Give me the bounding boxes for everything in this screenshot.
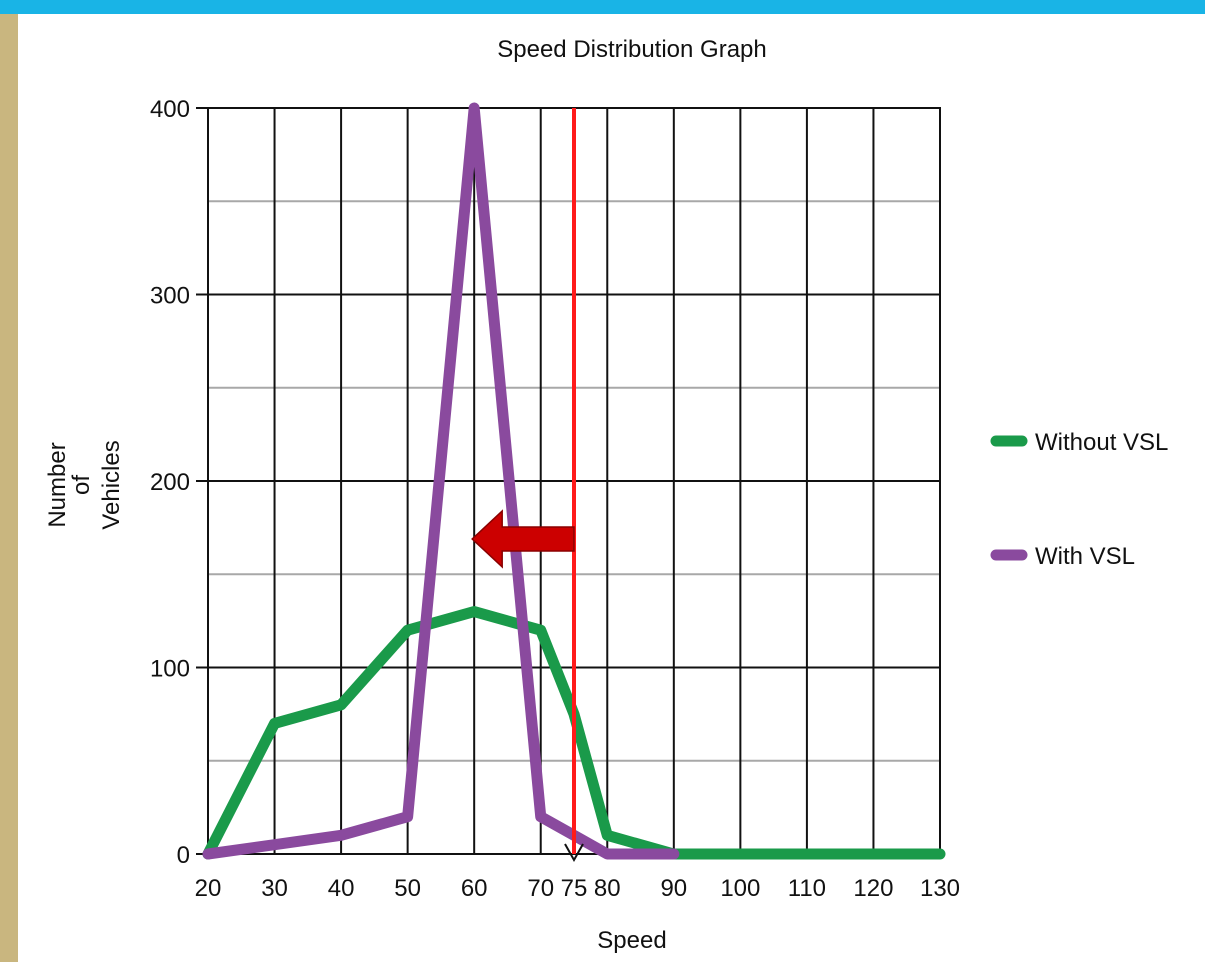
side-strip [0,0,18,962]
x-tick-label: 100 [720,875,760,902]
x-tick-label: 75 [561,875,588,902]
x-tick-label: 110 [788,875,826,902]
y-tick-label: 0 [177,842,190,869]
caret-marker [564,843,584,863]
annotations [471,108,584,863]
x-tick-label: 60 [461,875,488,902]
x-tick-label: 20 [195,875,222,902]
x-tick-label: 120 [853,875,893,902]
x-tick-label: 130 [920,875,960,902]
series-line-with-vsl [202,102,680,860]
y-axis-label-line: Number [44,442,71,527]
legend-label: With VSL [1035,543,1135,570]
y-tick-label: 400 [150,96,190,123]
x-tick-label: 80 [594,875,621,902]
y-tick-label: 100 [150,656,190,683]
legend-label: Without VSL [1035,429,1168,456]
legend: Without VSL With VSL [990,429,1168,570]
y-axis-label-line: of [68,475,95,495]
x-tick-label: 50 [394,875,421,902]
y-axis-label-line: Vehicles [98,440,125,529]
x-tick-label: 30 [261,875,288,902]
y-tick-label: 200 [150,469,190,496]
x-tick-label: 90 [660,875,687,902]
chart-title: Speed Distribution Graph [497,36,766,63]
axis-ticks: 20 30 40 50 60 70 75 80 90 100 110 120 130 0 100 200 300… [150,96,960,902]
x-tick-label: 40 [328,875,355,902]
shift-left-arrow-icon [471,509,575,569]
x-axis-label: Speed [597,927,666,954]
chart-panel [18,14,1205,962]
x-tick-label: 70 [527,875,554,902]
grid [196,107,941,855]
y-tick-label: 300 [150,283,190,310]
